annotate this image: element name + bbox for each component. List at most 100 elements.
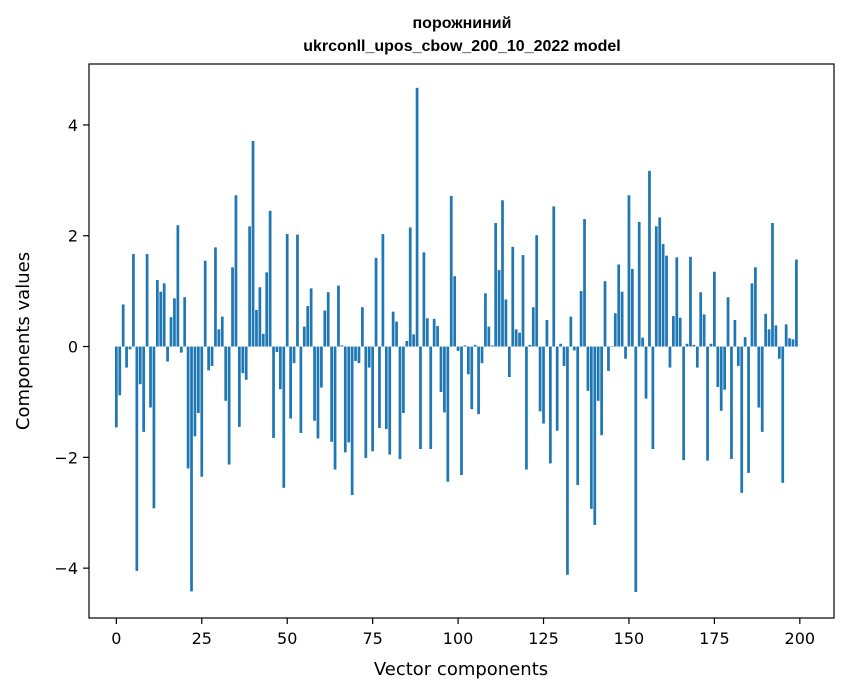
bar-119 — [521, 255, 525, 347]
bar-31 — [220, 316, 224, 347]
bar-47 — [275, 346, 279, 353]
bar-152 — [634, 346, 638, 592]
bar-28 — [210, 346, 214, 366]
bar-49 — [282, 346, 286, 488]
bar-55 — [302, 326, 306, 347]
bar-127 — [548, 346, 552, 464]
bar-142 — [600, 346, 603, 436]
bar-193 — [774, 325, 778, 347]
bar-110 — [490, 345, 494, 347]
bar-10 — [149, 346, 152, 408]
bar-23 — [193, 346, 197, 437]
bar-21 — [186, 346, 190, 469]
bar-96 — [443, 346, 446, 413]
bar-157 — [651, 346, 655, 450]
bar-17 — [173, 298, 176, 347]
bar-80 — [388, 346, 392, 455]
bar-27 — [207, 346, 210, 371]
bar-117 — [514, 329, 518, 347]
bar-128 — [552, 206, 556, 347]
bar-170 — [695, 346, 699, 368]
bar-65 — [337, 285, 340, 347]
x-tick-label: 100 — [443, 629, 474, 648]
bar-136 — [579, 291, 583, 347]
bar-24 — [196, 346, 200, 414]
bar-78 — [381, 234, 385, 347]
bar-93 — [432, 318, 436, 347]
bar-190 — [764, 313, 768, 347]
bar-99 — [453, 276, 457, 347]
bar-0 — [114, 346, 118, 428]
bar-120 — [525, 346, 528, 470]
bar-100 — [456, 346, 460, 351]
x-axis-label: Vector components — [374, 659, 548, 680]
chart-title: порожниний — [413, 15, 512, 32]
bar-46 — [272, 346, 275, 438]
bar-160 — [661, 244, 665, 347]
bar-153 — [637, 221, 641, 347]
bar-194 — [777, 346, 781, 359]
bar-67 — [343, 346, 347, 453]
bar-183 — [740, 346, 744, 493]
bar-163 — [672, 316, 675, 347]
x-tick-label: 150 — [614, 629, 645, 648]
bar-69 — [350, 346, 354, 496]
bar-52 — [292, 346, 296, 364]
bar-15 — [166, 346, 169, 362]
bar-184 — [743, 337, 747, 347]
bar-30 — [217, 329, 221, 347]
bar-126 — [545, 319, 549, 347]
y-axis-label: Components values — [13, 252, 34, 430]
bar-90 — [422, 252, 426, 347]
bar-145 — [610, 345, 614, 347]
y-tick-label: −4 — [54, 559, 78, 578]
bar-111 — [494, 223, 498, 347]
bar-88 — [415, 87, 419, 347]
bar-34 — [231, 267, 234, 347]
bar-98 — [449, 195, 453, 347]
bar-123 — [535, 235, 539, 347]
bar-140 — [593, 346, 597, 525]
bar-29 — [214, 247, 217, 347]
bar-147 — [617, 264, 621, 347]
bar-154 — [641, 337, 644, 347]
bar-150 — [627, 195, 631, 347]
bar-191 — [767, 329, 771, 347]
bar-50 — [285, 234, 289, 347]
bar-113 — [501, 200, 504, 347]
bar-63 — [330, 346, 333, 442]
bar-60 — [320, 346, 323, 388]
bar-169 — [692, 344, 696, 347]
bar-116 — [511, 246, 515, 347]
bar-179 — [726, 297, 730, 347]
bar-45 — [268, 210, 272, 347]
bar-39 — [248, 226, 251, 347]
bar-32 — [224, 346, 228, 401]
bar-42 — [258, 287, 262, 347]
bar-158 — [654, 226, 658, 347]
bar-186 — [750, 283, 754, 347]
bar-19 — [179, 346, 183, 353]
bar-57 — [309, 288, 313, 347]
bar-18 — [176, 225, 180, 347]
bar-109 — [487, 326, 491, 347]
bar-103 — [466, 346, 470, 375]
x-tick-label: 175 — [699, 629, 730, 648]
bar-73 — [364, 346, 368, 458]
bar-164 — [675, 257, 679, 347]
bar-181 — [733, 319, 737, 347]
bar-172 — [702, 314, 706, 347]
bar-62 — [326, 292, 330, 347]
bar-84 — [402, 346, 405, 414]
bar-86 — [408, 227, 412, 347]
bar-196 — [784, 324, 788, 347]
bar-175 — [713, 271, 716, 347]
bar-44 — [265, 272, 269, 347]
bar-149 — [624, 346, 627, 359]
x-tick-label: 75 — [362, 629, 382, 648]
bar-91 — [425, 318, 429, 347]
x-tick-label: 200 — [785, 629, 816, 648]
bar-53 — [296, 234, 299, 347]
bar-177 — [719, 346, 723, 411]
bar-56 — [306, 306, 310, 347]
